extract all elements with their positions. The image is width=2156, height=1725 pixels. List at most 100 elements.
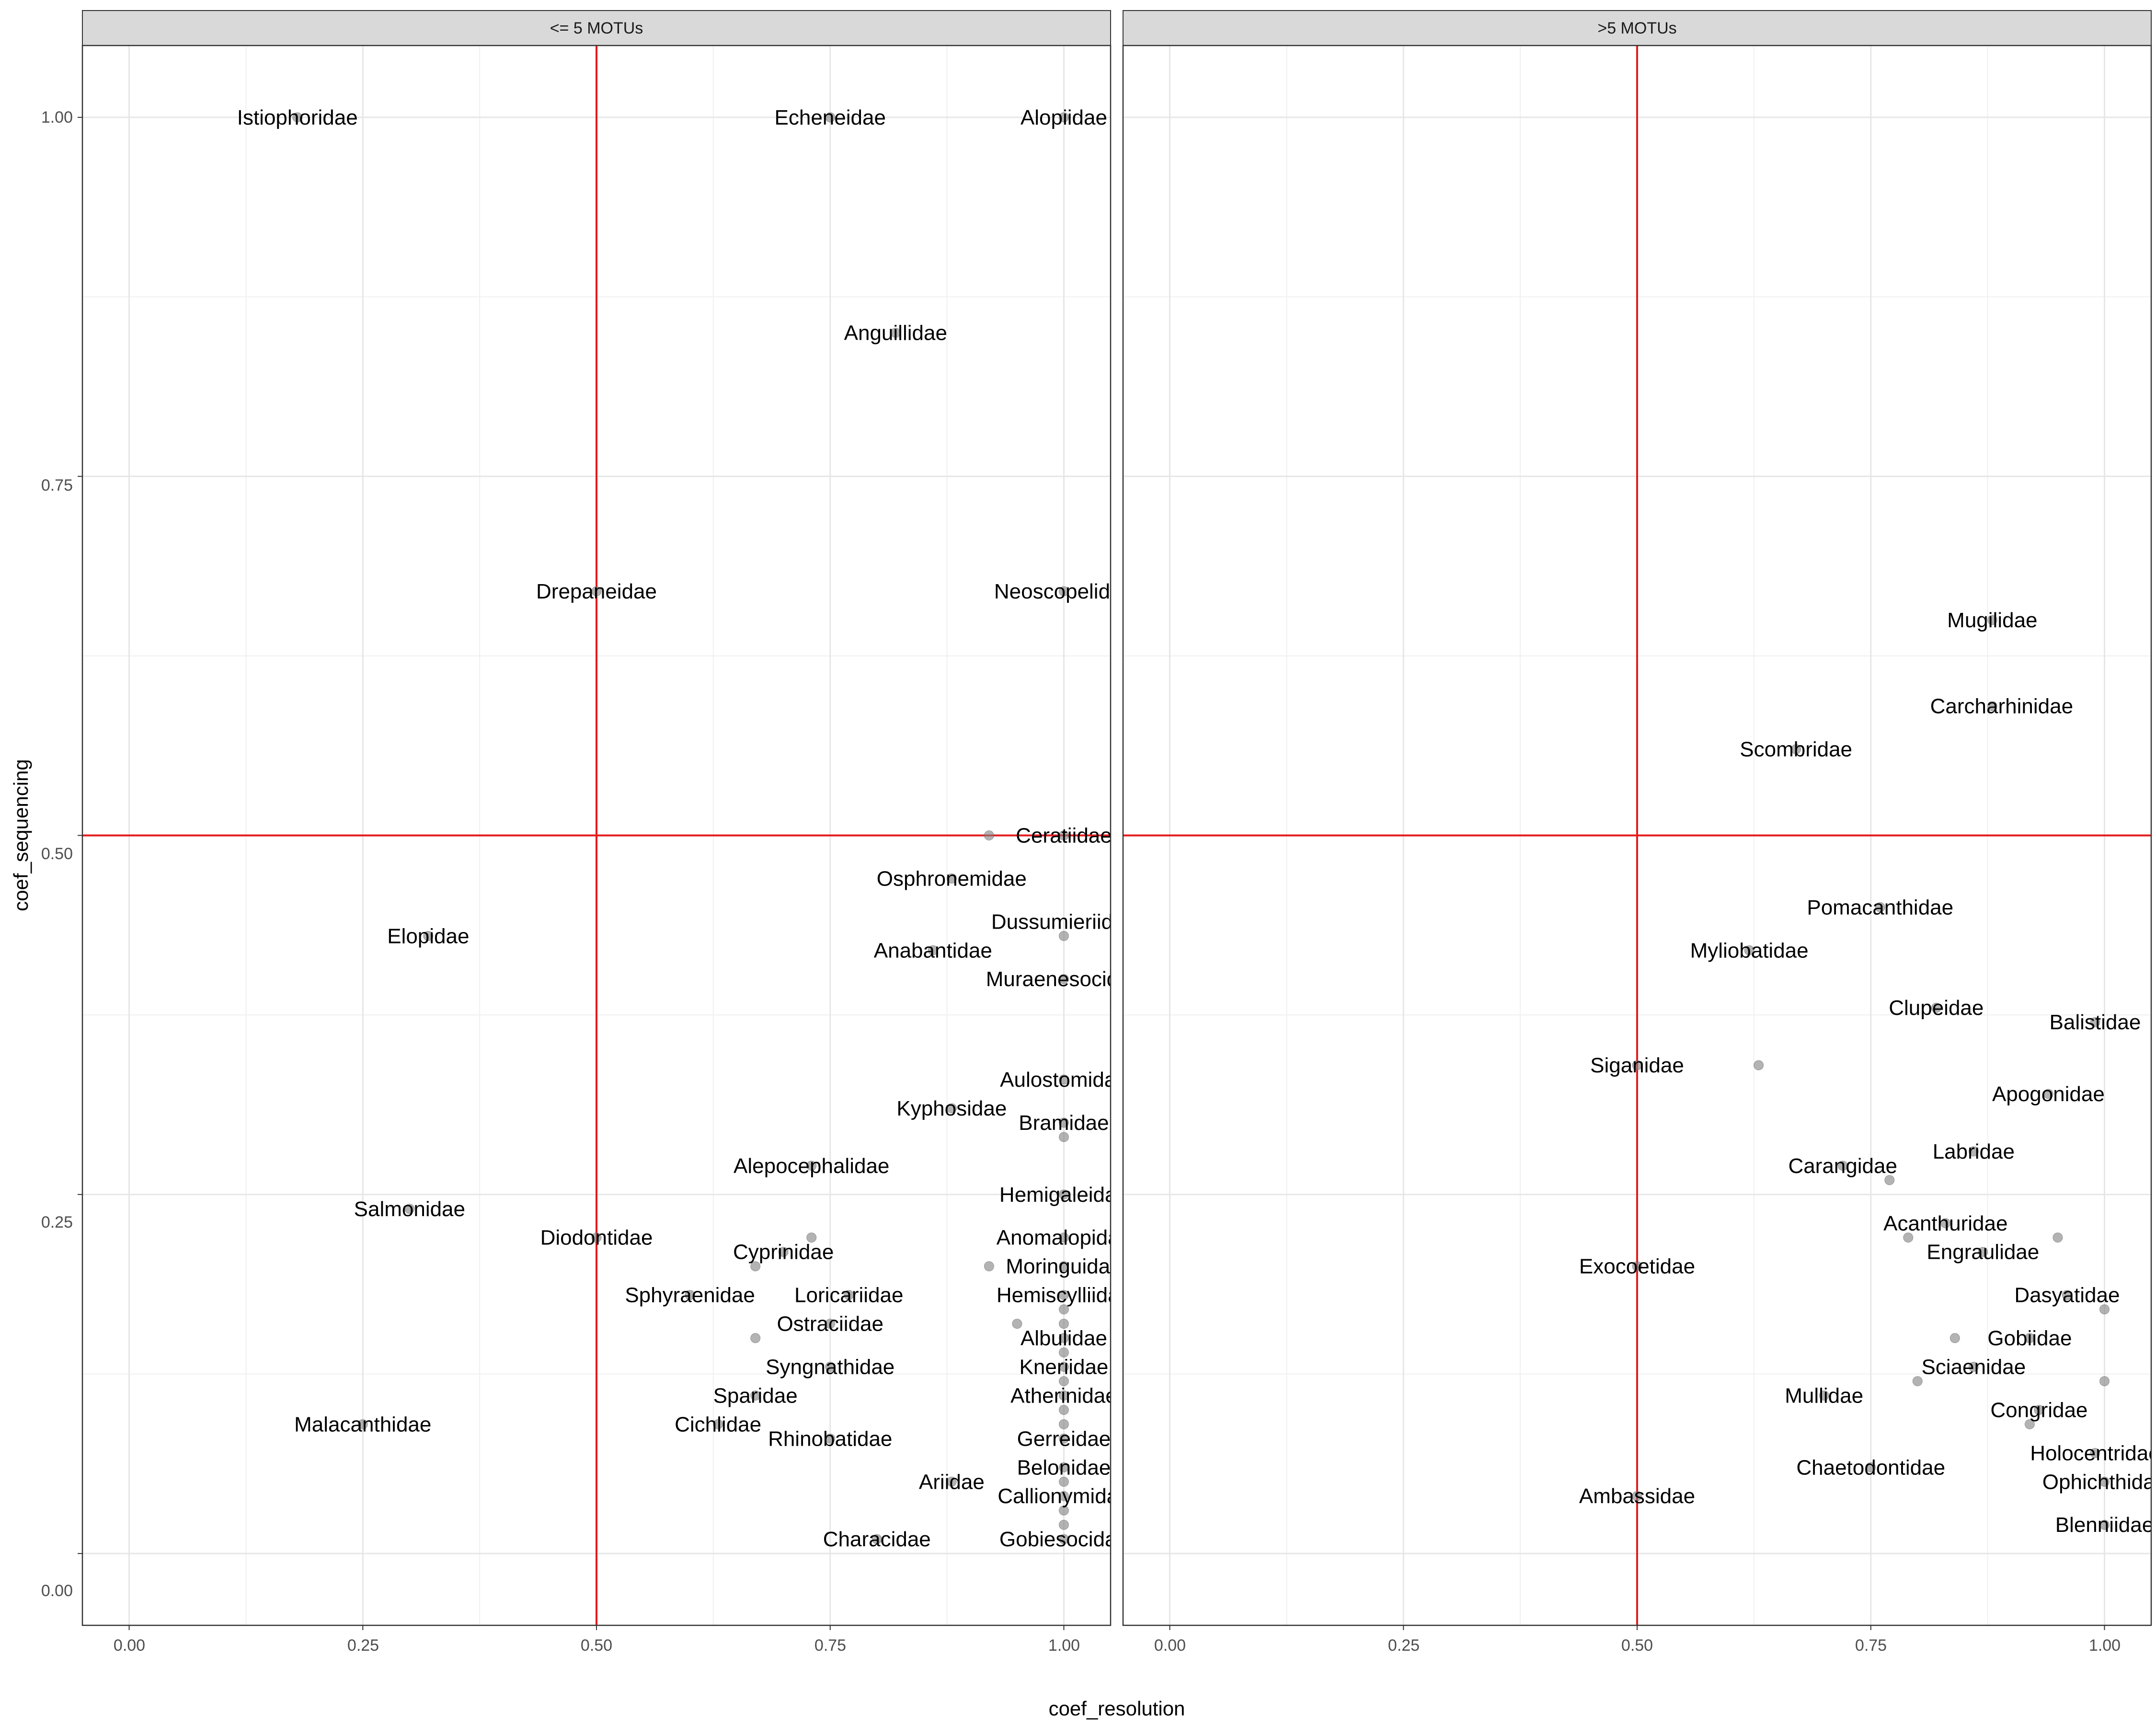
- data-point: [1058, 586, 1069, 597]
- data-point: [2099, 1376, 2110, 1386]
- panel-gt-5-motus: >5 MOTUs Mugilidae Carcharhinidae Scombrida…: [1122, 10, 2152, 1630]
- data-point: [1987, 615, 1997, 625]
- x-tick-label: 1.00: [2089, 1636, 2121, 1655]
- data-point: [946, 1476, 957, 1487]
- data-point: [750, 1261, 761, 1272]
- family-label: Istiophoridae: [237, 106, 358, 129]
- family-label: Chaetodontidae: [1796, 1456, 1945, 1479]
- data-point: [2090, 1448, 2100, 1458]
- x-axis-panel-1: 0.00 0.25 0.50 0.75 1.00: [114, 1636, 1080, 1655]
- data-point: [1058, 1361, 1069, 1372]
- data-point: [825, 1361, 836, 1372]
- family-label: Characidae: [823, 1528, 931, 1551]
- data-point: [1632, 1261, 1642, 1272]
- data-point: [292, 112, 303, 123]
- family-label: Neoscopelidae: [994, 580, 1134, 603]
- panel-border: [1122, 45, 2152, 1626]
- data-point: [2090, 1017, 2100, 1027]
- data-point: [1058, 1304, 1069, 1315]
- x-tick-label: 0.25: [1388, 1636, 1420, 1655]
- x-tick-label: 0.50: [581, 1636, 612, 1655]
- family-label: Loricariidae: [794, 1284, 903, 1307]
- family-label: Bramidae: [1019, 1111, 1109, 1135]
- data-point: [1058, 1333, 1069, 1344]
- family-label: Mullidae: [1785, 1384, 1863, 1407]
- family-label: Hemiscylliidae: [997, 1284, 1131, 1307]
- family-label: Alepocephalidae: [734, 1154, 889, 1178]
- data-point: [1058, 1261, 1069, 1272]
- data-point: [1058, 1404, 1069, 1415]
- data-point: [1791, 744, 1801, 755]
- data-point: [2062, 1290, 2072, 1300]
- family-label: Exocoetidae: [1579, 1255, 1695, 1278]
- data-point: [1632, 1060, 1642, 1070]
- data-point: [1978, 1247, 1988, 1257]
- family-label: Sciaenidae: [1921, 1355, 2026, 1379]
- family-label: Aulostomidae: [1000, 1068, 1128, 1092]
- y-tick-label: 1.00: [41, 108, 73, 126]
- family-label: Ostraciidae: [777, 1312, 883, 1336]
- x-tick-label: 0.75: [814, 1636, 846, 1655]
- data-point: [1968, 1361, 1979, 1372]
- data-point: [1866, 1462, 1876, 1472]
- y-tick-label: 0.50: [41, 845, 73, 863]
- data-point: [357, 1419, 368, 1429]
- data-point: [1903, 1232, 1914, 1243]
- data-point: [423, 931, 434, 941]
- family-label: Carangidae: [1788, 1154, 1897, 1178]
- data-point: [2099, 1476, 2110, 1487]
- family-label: Sparidae: [713, 1384, 798, 1407]
- family-label: Albulidae: [1021, 1327, 1107, 1350]
- x-axis-title: coef_resolution: [1049, 1697, 1185, 1720]
- data-point: [825, 1319, 836, 1329]
- data-point: [844, 1290, 854, 1300]
- data-point: [825, 112, 836, 123]
- data-point: [806, 1232, 817, 1243]
- data-point: [1632, 1491, 1642, 1501]
- family-label: Pomacanthidae: [1807, 896, 1953, 919]
- family-label: Callionymidae: [998, 1484, 1130, 1508]
- family-label: Labridae: [1933, 1140, 2015, 1163]
- family-label: Kneriidae: [1020, 1355, 1109, 1379]
- family-labels: Mugilidae Carcharhinidae Scombridae Pomacan…: [1579, 609, 2151, 1537]
- data-point: [1058, 1347, 1069, 1358]
- data-point: [1058, 1519, 1069, 1530]
- y-tick-label: 0.00: [41, 1582, 73, 1600]
- family-label: Belonidae: [1017, 1456, 1111, 1479]
- data-point: [1058, 1132, 1069, 1142]
- family-label: Scombridae: [1740, 738, 1852, 761]
- data-point: [2099, 1519, 2110, 1530]
- data-point: [1058, 1462, 1069, 1472]
- data-point: [1744, 945, 1755, 955]
- data-point: [591, 1232, 602, 1243]
- data-point: [1987, 701, 1997, 712]
- data-point: [1058, 1189, 1069, 1200]
- family-label: Elopidae: [387, 924, 469, 948]
- data-point: [1058, 1290, 1069, 1300]
- family-label: Anabantidae: [874, 939, 992, 962]
- family-label: Mugilidae: [1947, 609, 2037, 632]
- x-tick-label: 0.75: [1855, 1636, 1887, 1655]
- data-point: [1968, 1146, 1979, 1157]
- x-tick-label: 1.00: [1048, 1636, 1080, 1655]
- family-label: Echeneidae: [775, 106, 886, 129]
- data-point: [872, 1534, 882, 1544]
- family-labels: Istiophoridae Echeneidae Alopiidae Anguilli…: [237, 106, 1134, 1551]
- family-label: Sphyraenidae: [625, 1284, 755, 1307]
- data-point: [404, 1204, 415, 1214]
- data-point: [591, 586, 602, 597]
- facet-strip-label: >5 MOTUs: [1597, 19, 1676, 37]
- facet-strip: [1123, 10, 2152, 46]
- data-point: [984, 1261, 994, 1272]
- data-point: [778, 1247, 789, 1257]
- data-point: [1058, 1390, 1069, 1401]
- data-point: [806, 1161, 817, 1171]
- data-point: [928, 945, 938, 955]
- data-point: [1058, 1232, 1069, 1243]
- family-label: Acanthuridae: [1883, 1212, 2007, 1235]
- data-point: [946, 1103, 957, 1114]
- family-label: Moringuidae: [1006, 1255, 1122, 1278]
- family-label: Osphronemidae: [877, 867, 1027, 890]
- family-label: Drepaneidae: [536, 580, 657, 603]
